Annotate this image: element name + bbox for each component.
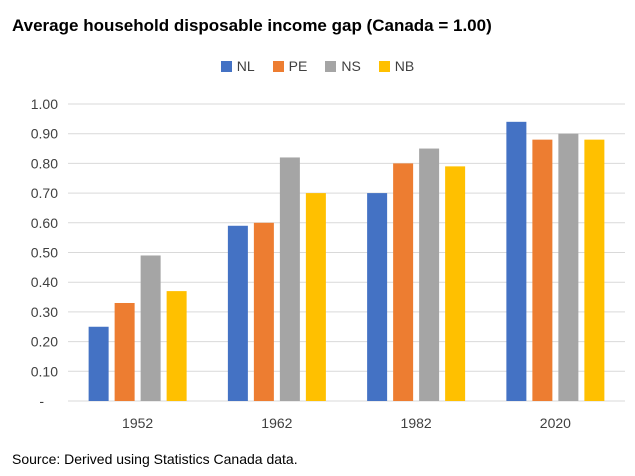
legend-item-pe: PE xyxy=(272,58,308,74)
legend-swatch-pe xyxy=(272,60,284,72)
bar-pe-1982 xyxy=(393,163,414,401)
y-tick-label: 0.70 xyxy=(31,185,58,201)
bar-pe-1952 xyxy=(114,302,135,401)
bar-nb-2020 xyxy=(584,139,605,401)
bar-pe-1962 xyxy=(253,222,274,401)
y-tick-label: 1.00 xyxy=(31,96,58,112)
y-tick-label: 0.20 xyxy=(31,334,58,350)
bar-nl-1982 xyxy=(367,193,388,401)
bar-nl-2020 xyxy=(506,121,527,401)
x-tick-label: 2020 xyxy=(540,415,571,431)
legend-item-nb: NB xyxy=(378,58,415,74)
bar-nl-1962 xyxy=(227,225,248,401)
legend-swatch-ns xyxy=(325,60,337,72)
y-tick-label: 0.30 xyxy=(31,304,58,320)
bar-ns-2020 xyxy=(558,133,579,401)
bar-nb-1952 xyxy=(166,291,187,401)
legend-item-ns: NS xyxy=(325,58,361,74)
bar-ns-1962 xyxy=(279,157,300,401)
bar-nb-1962 xyxy=(305,193,326,401)
legend-label-nb: NB xyxy=(394,58,415,74)
x-tick-label: 1952 xyxy=(122,415,153,431)
x-tick-label: 1962 xyxy=(261,415,292,431)
chart-title: Average household disposable income gap … xyxy=(12,16,492,35)
y-tick-label: 0.40 xyxy=(31,274,58,290)
legend-item-nl: NL xyxy=(220,58,255,74)
y-tick-label: - xyxy=(39,393,44,409)
legend-swatch-nl xyxy=(220,60,232,72)
y-tick-label: 0.60 xyxy=(31,215,58,231)
legend-swatch-nb xyxy=(378,60,390,72)
bar-ns-1952 xyxy=(140,255,161,401)
x-tick-label: 1982 xyxy=(401,415,432,431)
source-note: Source: Derived using Statistics Canada … xyxy=(12,451,298,467)
legend-label-nl: NL xyxy=(236,58,255,74)
y-tick-label: 0.80 xyxy=(31,155,58,171)
y-tick-label: 0.50 xyxy=(31,245,58,261)
legend-label-pe: PE xyxy=(288,58,308,74)
y-tick-label: 0.10 xyxy=(31,363,58,379)
chart-legend: NL PE NS NB xyxy=(0,58,635,74)
y-tick-label: 0.90 xyxy=(31,126,58,142)
bar-nb-1982 xyxy=(445,166,466,401)
bar-nl-1952 xyxy=(88,326,109,401)
bar-ns-1982 xyxy=(419,148,440,401)
bar-pe-2020 xyxy=(532,139,553,401)
legend-label-ns: NS xyxy=(341,58,361,74)
